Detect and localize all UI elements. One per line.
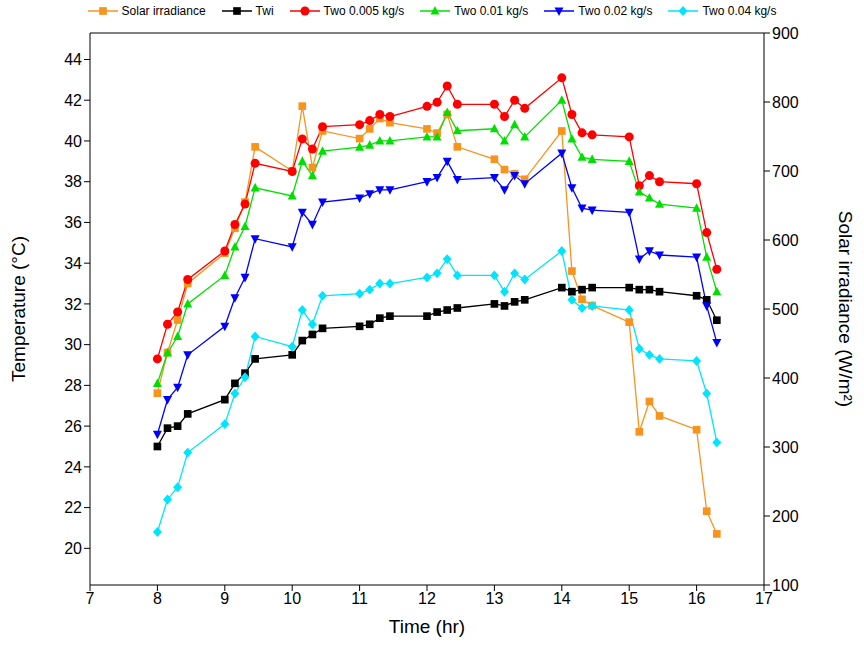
svg-text:700: 700 [772, 163, 799, 180]
svg-text:20: 20 [64, 540, 82, 557]
html-text:Twi: Twi [255, 4, 274, 18]
svg-text:24: 24 [64, 459, 82, 476]
svg-text:11: 11 [351, 590, 368, 607]
svg-text:12: 12 [418, 590, 436, 607]
svg-text:30: 30 [64, 336, 82, 353]
svg-text:7: 7 [86, 590, 95, 607]
svg-text:16: 16 [688, 590, 706, 607]
html-text:Two 0.005 kg/s: Two 0.005 kg/s [323, 4, 405, 18]
svg-text:42: 42 [64, 92, 82, 109]
svg-text:15: 15 [620, 590, 638, 607]
svg-text:40: 40 [64, 133, 82, 150]
html-text:Two 0.04 kg/s: Two 0.04 kg/s [702, 4, 777, 18]
svg-text:200: 200 [772, 508, 799, 525]
svg-text:26: 26 [64, 418, 82, 435]
svg-text:300: 300 [772, 439, 799, 456]
html-text:Solar irradiance: Solar irradiance [121, 4, 206, 18]
svg-text:500: 500 [772, 301, 799, 318]
svg-text:800: 800 [772, 94, 799, 111]
svg-text:Temperature (°C): Temperature (°C) [8, 236, 29, 382]
svg-text:22: 22 [64, 499, 82, 516]
svg-text:13: 13 [486, 590, 504, 607]
svg-text:900: 900 [772, 25, 799, 42]
svg-text:34: 34 [64, 255, 82, 272]
svg-text:17: 17 [755, 590, 773, 607]
svg-text:32: 32 [64, 296, 82, 313]
html-text:Two 0.02 kg/s: Two 0.02 kg/s [578, 4, 653, 18]
svg-text:Time (hr): Time (hr) [389, 616, 465, 637]
svg-text:100: 100 [772, 577, 799, 594]
svg-text:14: 14 [553, 590, 571, 607]
svg-text:Solar irradiance (W/m²): Solar irradiance (W/m²) [835, 211, 856, 407]
html-text:Two 0.01 kg/s: Two 0.01 kg/s [454, 4, 529, 18]
svg-text:600: 600 [772, 232, 799, 249]
svg-text:36: 36 [64, 214, 82, 231]
svg-text:44: 44 [64, 51, 82, 68]
svg-text:400: 400 [772, 370, 799, 387]
svg-text:38: 38 [64, 173, 82, 190]
svg-text:8: 8 [153, 590, 162, 607]
svg-text:9: 9 [220, 590, 229, 607]
svg-text:10: 10 [283, 590, 301, 607]
svg-text:28: 28 [64, 377, 82, 394]
